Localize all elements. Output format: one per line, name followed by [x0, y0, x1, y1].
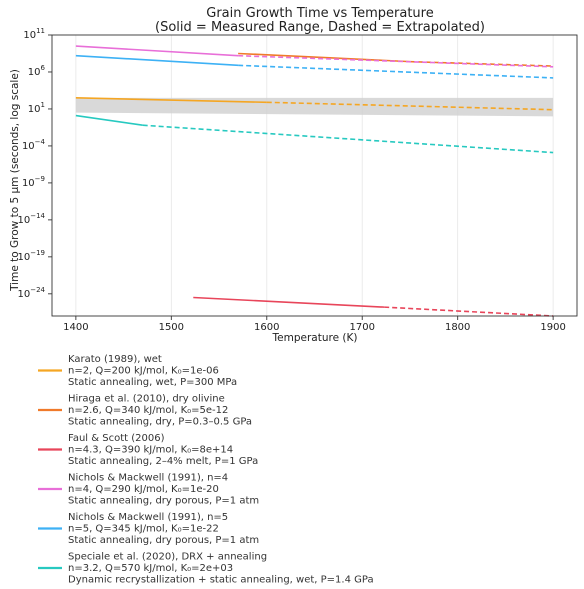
chart-subtitle: (Solid = Measured Range, Dashed = Extrap…	[155, 20, 485, 35]
series-faul-extrapolated-line	[384, 306, 554, 317]
legend-entry-speciale-line-1: Speciale et al. (2020), DRX + annealing	[68, 552, 267, 563]
legend-entry-nichols4-line-3: Static annealing, dry porous, P=1 atm	[68, 496, 259, 507]
x-tick-label-1600: 1600	[254, 322, 279, 333]
y-tick-label--9: 10−9	[22, 175, 45, 189]
series-nichols4-measured-line	[75, 45, 239, 57]
y-tick-label-11: 1011	[23, 27, 45, 41]
legend-entry-hiraga-line-3: Static annealing, dry, P=0.3–0.5 GPa	[68, 417, 252, 428]
y-tick-label--24: 10−24	[17, 286, 45, 300]
x-tick-label-1400: 1400	[63, 322, 88, 333]
series-nichols5-extrapolated-line	[238, 64, 554, 79]
legend-entry-karato-line-2: n=2, Q=200 kJ/mol, K₀=1e-06	[68, 366, 219, 377]
series-speciale-measured-line	[75, 114, 143, 127]
legend-entry-faul-line-3: Static annealing, 2–4% melt, P=1 GPa	[68, 456, 258, 467]
y-tick-label-6: 106	[28, 64, 46, 78]
legend-entry-nichols5-line-3: Static annealing, dry porous, P=1 atm	[68, 535, 259, 546]
series-nichols5-measured-line	[75, 54, 239, 67]
plot-area: 1400 1500 1600 1700 1800 1900 1011 106 101 10−4 10…	[17, 27, 578, 333]
y-axis-label: Time to Grow to 5 μm (seconds, log scale…	[9, 69, 21, 292]
series-karato-measured-line	[75, 97, 267, 104]
series-hiraga-measured-line	[238, 52, 410, 63]
x-tick-label-1900: 1900	[540, 322, 565, 333]
y-tick-label--4: 10−4	[22, 138, 46, 152]
legend-entry-faul-line-2: n=4.3, Q=390 kJ/mol, K₀=8e+14	[68, 445, 233, 456]
series-speciale-extrapolated-line	[142, 124, 554, 154]
legend-entry-nichols5-line-1: Nichols & Mackwell (1991), n=5	[68, 512, 228, 523]
shaded-range-band	[75, 97, 554, 117]
x-tick-label-1800: 1800	[445, 322, 470, 333]
legend-entry-karato-line-3: Static annealing, wet, P=300 MPa	[68, 377, 237, 388]
plot-frame	[51, 34, 578, 317]
x-axis-label: Temperature (K)	[272, 332, 358, 344]
legend-entry-nichols5-line-2: n=5, Q=345 kJ/mol, K₀=1e-22	[68, 524, 219, 535]
legend-entry-nichols4-line-1: Nichols & Mackwell (1991), n=4	[68, 473, 228, 484]
series-faul-measured-line	[193, 296, 385, 308]
y-tick-label--19: 10−19	[17, 249, 45, 263]
legend-entry-speciale-line-2: n=3.2, Q=570 kJ/mol, K₀=2e+03	[68, 563, 233, 574]
x-tick-label-1700: 1700	[350, 322, 375, 333]
legend-entry-nichols4-line-2: n=4, Q=290 kJ/mol, K₀=1e-20	[68, 484, 219, 495]
y-tick-label-1: 101	[28, 101, 45, 115]
chart-title: Grain Growth Time vs Temperature	[206, 6, 433, 21]
legend-entry-speciale-line-3: Dynamic recrystallization + static annea…	[68, 575, 374, 586]
x-tick-label-1500: 1500	[159, 322, 184, 333]
series-nichols4-extrapolated-line	[238, 54, 554, 68]
y-tick-label--14: 10−14	[17, 212, 45, 226]
legend-entry-hiraga-line-2: n=2.6, Q=340 kJ/mol, K₀=5e-12	[68, 405, 228, 416]
legend-entry-karato-line-1: Karato (1989), wet	[68, 354, 162, 365]
legend-entry-hiraga-line-1: Hiraga et al. (2010), dry olivine	[68, 394, 225, 405]
legend-entry-faul-line-1: Faul & Scott (2006)	[68, 433, 165, 444]
